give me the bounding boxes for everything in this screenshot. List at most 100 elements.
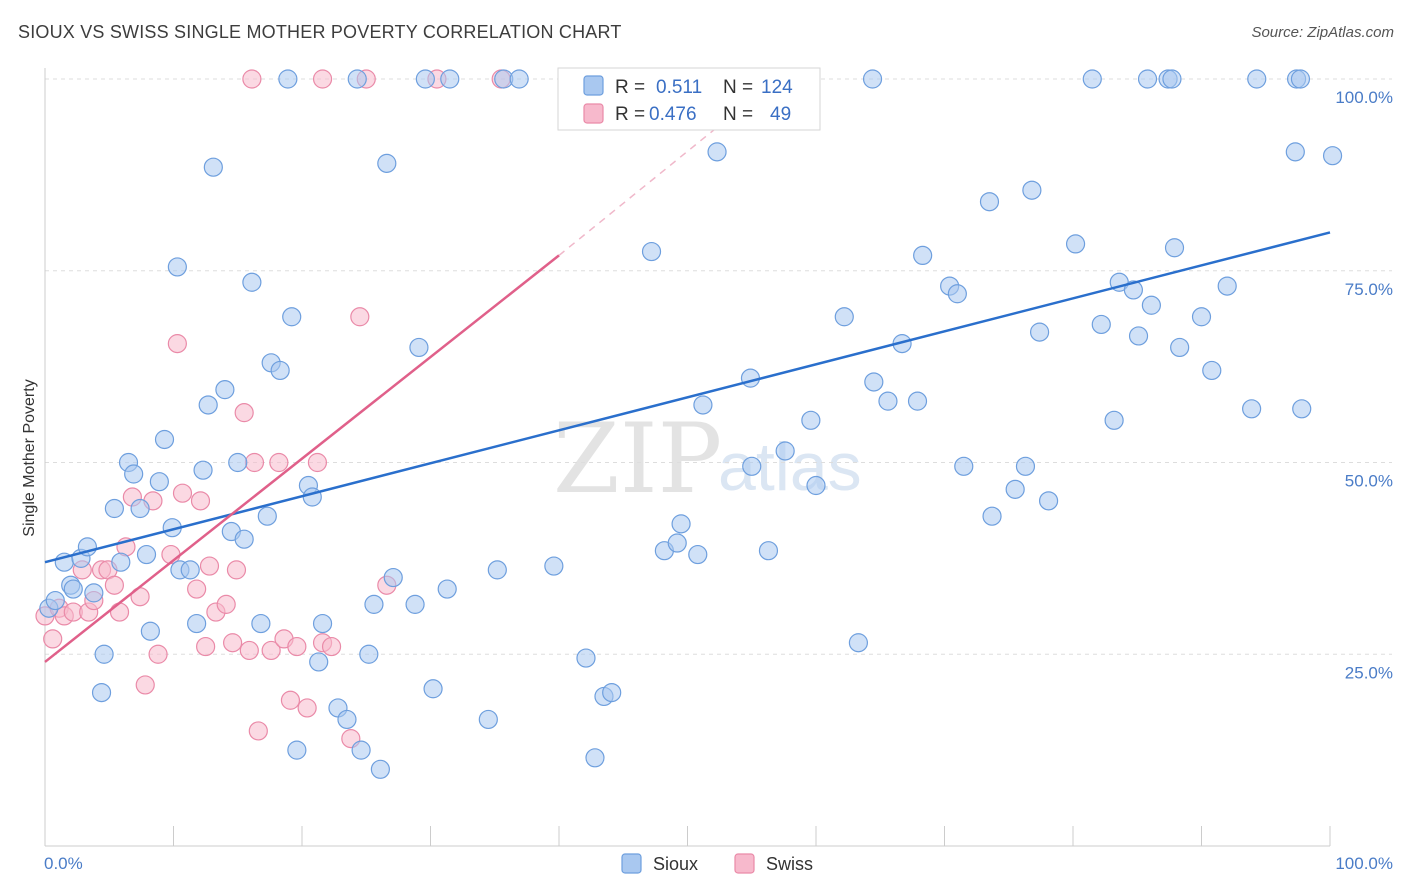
sioux-point	[707, 142, 727, 162]
swiss-point	[104, 575, 124, 595]
sioux-point	[1005, 479, 1025, 499]
sioux-point	[104, 498, 124, 519]
swiss-trend-extension	[558, 109, 740, 256]
sioux-point	[234, 529, 254, 549]
sioux-point	[1217, 276, 1237, 296]
legend-box: R = 0.511 N = 124 R = 0.476 N = 49	[557, 67, 821, 131]
sioux-point	[576, 648, 596, 668]
sioux-point	[1022, 180, 1042, 200]
swiss-point	[307, 452, 328, 473]
sioux-point	[337, 709, 357, 730]
sioux-point	[979, 192, 1000, 212]
sioux-point	[1191, 307, 1212, 327]
swiss-point	[167, 334, 187, 354]
sioux-point	[415, 69, 435, 89]
trend-lines	[44, 109, 1331, 663]
swiss-point	[199, 556, 220, 576]
sioux-point	[478, 709, 498, 730]
swiss-point	[223, 633, 243, 653]
sioux-point	[140, 621, 160, 641]
watermark-atlas: atlas	[718, 429, 862, 505]
sioux-point	[383, 567, 403, 588]
swiss-trend-line	[44, 254, 560, 663]
legend-n-label-sioux: N =	[723, 77, 753, 98]
sioux-point	[84, 583, 104, 603]
sioux-point	[947, 284, 967, 304]
swiss-point	[196, 636, 216, 657]
sioux-point	[1091, 314, 1111, 335]
y-tick-label-1: 50.0%	[1345, 472, 1393, 491]
sioux-point	[1290, 69, 1311, 89]
sioux-point	[409, 337, 429, 358]
sioux-point	[359, 644, 379, 664]
sioux-point	[287, 740, 307, 760]
sioux-point	[257, 506, 277, 526]
sioux-point	[1141, 295, 1161, 315]
sioux-point	[982, 506, 1002, 526]
sioux-point	[45, 590, 65, 611]
swiss-point	[216, 594, 236, 614]
legend-r-value-sioux: 0.511	[656, 77, 702, 98]
sioux-point	[167, 257, 187, 277]
sioux-point	[1242, 399, 1262, 419]
sioux-point	[758, 541, 779, 561]
sioux-point	[377, 153, 397, 173]
sioux-point	[864, 372, 884, 392]
sioux-point	[862, 69, 883, 89]
sioux-point	[878, 391, 898, 411]
sioux-point	[1015, 456, 1036, 476]
sioux-point	[1065, 234, 1086, 254]
swiss-point	[269, 452, 289, 473]
swiss-point	[242, 69, 262, 89]
legend-r-value-swiss: 0.476	[649, 104, 697, 125]
grid-lines	[45, 78, 1392, 655]
legend-r-label-swiss: R =	[615, 104, 645, 125]
swiss-point	[135, 675, 155, 695]
bottom-legend-label-swiss: Swiss	[766, 854, 813, 874]
sioux-point	[602, 682, 622, 703]
swiss-point	[280, 690, 301, 710]
sioux-point	[1202, 360, 1222, 381]
sioux-point	[1247, 69, 1267, 89]
sioux-point	[544, 556, 564, 576]
sioux-point	[136, 544, 157, 565]
legend-n-value-sioux: 124	[761, 77, 793, 98]
sioux-point	[1029, 322, 1050, 342]
sioux-point	[693, 395, 713, 415]
sioux-point	[94, 644, 114, 664]
sioux-point	[154, 429, 175, 450]
sioux-point	[203, 157, 223, 177]
swiss-point	[287, 636, 307, 657]
sioux-point	[278, 69, 298, 89]
sioux-point	[1170, 337, 1190, 358]
swiss-point	[187, 579, 207, 599]
sioux-point	[954, 456, 974, 476]
sioux-point	[667, 533, 687, 553]
y-tick-label-3: 100.0%	[1335, 88, 1393, 107]
sioux-point	[1082, 69, 1102, 89]
sioux-point	[1322, 146, 1343, 166]
swiss-point	[172, 483, 193, 503]
y-axis-title: Single Mother Poverty	[21, 379, 38, 536]
sioux-point	[1162, 69, 1182, 89]
sioux-point	[585, 748, 605, 768]
swiss-point	[297, 698, 317, 718]
bottom-legend: Sioux Swiss	[621, 853, 813, 874]
axes	[44, 68, 1331, 847]
sioux-point	[907, 391, 928, 411]
sioux-point	[228, 452, 248, 473]
chart-source: Source: ZipAtlas.com	[1251, 24, 1394, 41]
sioux-point	[806, 475, 826, 496]
swiss-point	[234, 403, 254, 423]
swiss-point	[109, 602, 130, 622]
sioux-point	[1104, 410, 1124, 430]
sioux-point	[801, 410, 821, 430]
sioux-point	[1128, 326, 1149, 346]
sioux-point	[487, 560, 507, 580]
legend-r-label-sioux: R =	[615, 77, 645, 98]
tick-labels: 25.0% 50.0% 75.0% 100.0% 0.0% 100.0%	[44, 88, 1393, 873]
bottom-legend-swatch-sioux	[621, 853, 642, 874]
sioux-point	[641, 241, 662, 262]
sioux-point	[1164, 238, 1185, 258]
